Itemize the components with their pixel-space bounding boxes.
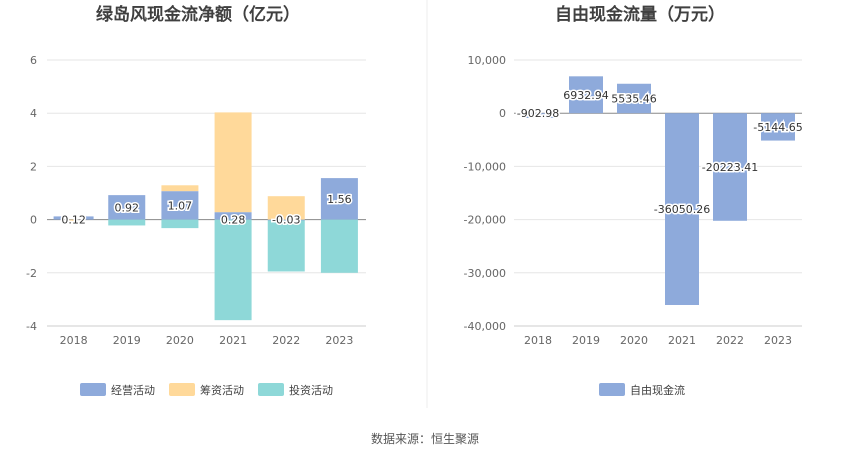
left-chart: -4 -2 0 2 4 6 2018 0.12 2019 0.92 2020 1.07 2021 0.28… xyxy=(26,54,366,397)
x-tick-label: 2022 xyxy=(716,334,744,347)
x-tick-label: 2022 xyxy=(272,334,300,347)
bar-经营活动 xyxy=(161,191,199,220)
data-source: 数据来源：恒生聚源 xyxy=(370,432,479,446)
legend-swatch xyxy=(258,383,284,396)
legend-label: 筹资活动 xyxy=(200,383,244,397)
bar-free-cash-flow xyxy=(761,113,795,141)
legend-swatch xyxy=(169,383,195,396)
data-label: 6932.94 xyxy=(563,89,609,102)
y-tick-label: -20,000 xyxy=(464,214,506,227)
data-label: 0.92 xyxy=(115,201,140,214)
bar-投资活动 xyxy=(267,220,305,272)
data-label: 1.07 xyxy=(168,199,193,212)
x-tick-label: 2018 xyxy=(60,334,88,347)
bar-经营活动 xyxy=(267,219,305,221)
y-tick-label: -4 xyxy=(26,320,37,333)
legend-label: 经营活动 xyxy=(111,383,155,397)
bar-投资活动 xyxy=(161,219,199,229)
y-tick-label: 6 xyxy=(30,54,37,67)
y-tick-label: 10,000 xyxy=(468,54,507,67)
data-label: 5535.46 xyxy=(611,92,657,105)
bar-筹资活动 xyxy=(161,185,199,192)
bar-投资活动 xyxy=(320,219,358,273)
y-tick-label: -40,000 xyxy=(464,320,506,333)
x-tick-label: 2021 xyxy=(668,334,696,347)
y-tick-label: -30,000 xyxy=(464,267,506,280)
legend-label: 自由现金流 xyxy=(630,383,685,397)
legend-swatch xyxy=(80,383,106,396)
data-label: 0.28 xyxy=(221,214,246,227)
data-label: -0.03 xyxy=(272,214,300,227)
bar-经营活动 xyxy=(214,212,252,220)
right-chart: -40,000 -30,000 -20,000 -10,000 0 10,000 2018 -… xyxy=(464,54,805,397)
y-tick-label: 4 xyxy=(30,107,37,120)
bar-经营活动-right xyxy=(85,216,94,220)
legend-swatch xyxy=(599,383,625,396)
data-label: -36050.26 xyxy=(654,203,710,216)
x-tick-label: 2021 xyxy=(219,334,247,347)
bar-经营活动-left xyxy=(53,216,62,220)
x-tick-label: 2019 xyxy=(572,334,600,347)
bar-free-cash-flow xyxy=(521,113,555,119)
bar-free-cash-flow xyxy=(617,83,651,114)
bar-经营活动 xyxy=(108,195,146,220)
x-tick-label: 2019 xyxy=(113,334,141,347)
data-label: 1.56 xyxy=(327,193,352,206)
y-tick-label: -10,000 xyxy=(464,160,506,173)
x-tick-label: 2018 xyxy=(524,334,552,347)
bar-投资活动 xyxy=(108,219,146,226)
bar-筹资活动 xyxy=(214,112,252,213)
y-tick-label: 0 xyxy=(499,107,506,120)
left-chart-title: 绿岛风现金流净额（亿元） xyxy=(96,4,300,25)
y-tick-label: 0 xyxy=(30,214,37,227)
data-label: -902.98 xyxy=(517,107,559,120)
bar-free-cash-flow xyxy=(665,113,699,305)
bar-free-cash-flow xyxy=(713,113,747,221)
data-label: 0.12 xyxy=(61,214,86,227)
bar-投资活动 xyxy=(214,219,252,321)
bar-筹资活动 xyxy=(267,196,305,220)
bar-free-cash-flow xyxy=(569,76,603,114)
data-label: -5144.65 xyxy=(753,121,802,134)
bar-筹资活动 xyxy=(69,219,78,221)
bar-经营活动 xyxy=(320,178,358,220)
x-tick-label: 2023 xyxy=(764,334,792,347)
right-chart-title: 自由现金流量（万元） xyxy=(555,4,725,25)
y-tick-label: -2 xyxy=(26,267,37,280)
y-tick-label: 2 xyxy=(30,160,37,173)
x-tick-label: 2020 xyxy=(620,334,648,347)
data-label: -20223.41 xyxy=(702,161,758,174)
x-tick-label: 2020 xyxy=(166,334,194,347)
x-tick-label: 2023 xyxy=(325,334,353,347)
legend-label: 投资活动 xyxy=(289,383,333,397)
